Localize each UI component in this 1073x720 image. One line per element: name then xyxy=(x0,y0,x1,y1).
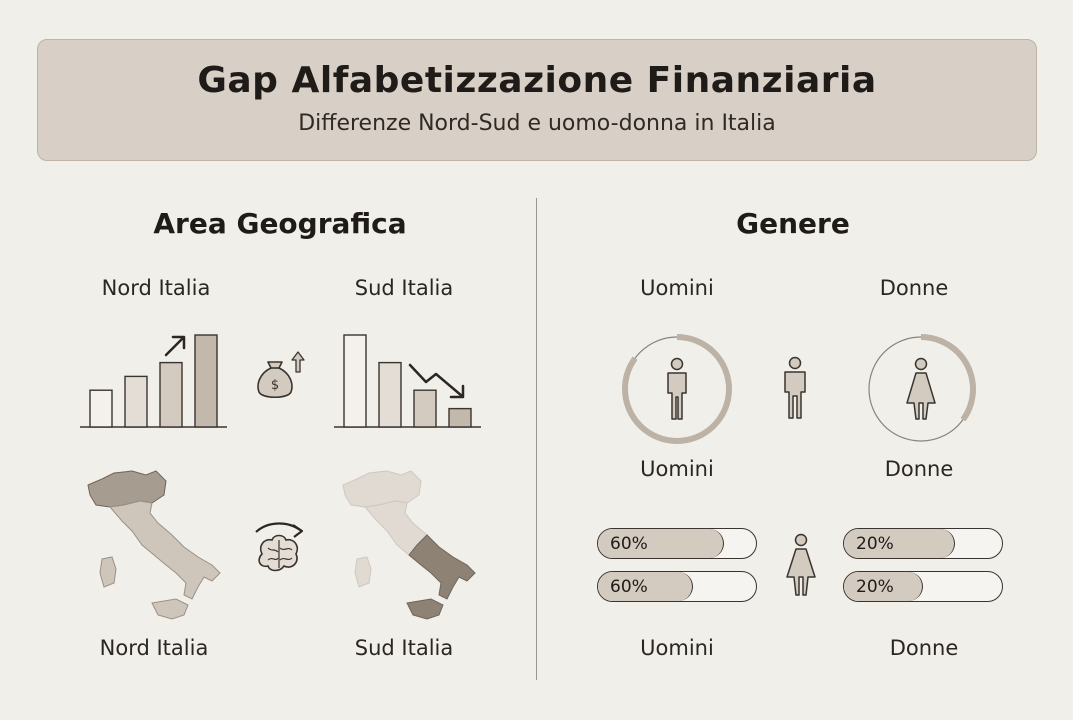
italy-map-south-highlight xyxy=(342,470,476,620)
section-divider xyxy=(536,198,537,680)
men-progress-fill-2 xyxy=(598,572,693,601)
header-banner: Gap Alfabetizzazione Finanziaria Differe… xyxy=(37,39,1037,161)
gender-section-title: Genere xyxy=(736,207,850,240)
trend-down-arrow-icon xyxy=(408,363,465,399)
italy-peninsula xyxy=(109,500,221,600)
women-progress-fill-1 xyxy=(844,529,955,558)
women-top-label: Donne xyxy=(879,276,949,300)
trend-up-arrow-icon xyxy=(164,335,186,357)
sardinia xyxy=(99,556,117,588)
men-ring-gauge xyxy=(622,334,732,444)
men-progress-label-2: 60% xyxy=(610,577,648,597)
woman-icon xyxy=(786,533,816,596)
north-bar-chart xyxy=(80,334,227,428)
south-top-label: Sud Italia xyxy=(354,276,454,300)
men-ring-label: Uomini xyxy=(640,457,714,481)
women-bottom-label: Donne xyxy=(889,636,959,660)
sicily xyxy=(151,598,189,620)
north-top-label: Nord Italia xyxy=(101,276,211,300)
men-progress-fill-1 xyxy=(598,529,725,558)
women-ring-label: Donne xyxy=(884,457,954,481)
southern-region xyxy=(408,534,476,600)
sardinia xyxy=(354,556,372,588)
south-bar-3 xyxy=(413,389,437,428)
man-icon xyxy=(667,357,687,420)
women-progress-label-2: 20% xyxy=(856,577,894,597)
north-bottom-label: Nord Italia xyxy=(99,636,209,660)
women-ring-gauge xyxy=(866,334,976,444)
men-progress-label-1: 60% xyxy=(610,534,648,554)
page-subtitle: Differenze Nord-Sud e uomo-donna in Ital… xyxy=(298,111,776,136)
men-progress-bar-1: 60% xyxy=(597,528,757,559)
south-bar-1 xyxy=(343,334,367,428)
brain-icon xyxy=(255,522,304,572)
money-bag-icon: $ xyxy=(257,351,305,399)
north-bar-1 xyxy=(89,389,113,428)
women-progress-bar-1: 20% xyxy=(843,528,1003,559)
man-icon xyxy=(784,356,806,419)
north-bar-3 xyxy=(159,361,183,428)
women-progress-label-1: 20% xyxy=(856,534,894,554)
page-title: Gap Alfabetizzazione Finanziaria xyxy=(197,60,877,101)
geo-section-title: Area Geografica xyxy=(153,207,407,240)
men-progress-bar-2: 60% xyxy=(597,571,757,602)
south-bottom-label: Sud Italia xyxy=(354,636,454,660)
women-progress-fill-2 xyxy=(844,572,923,601)
north-bar-2 xyxy=(124,375,148,428)
women-progress-bar-2: 20% xyxy=(843,571,1003,602)
south-bar-2 xyxy=(378,361,402,428)
sicily xyxy=(406,598,444,620)
woman-icon xyxy=(906,357,936,420)
northern-region xyxy=(87,470,167,508)
south-bar-4 xyxy=(448,407,472,428)
currency-symbol: $ xyxy=(271,378,279,393)
italy-map-north-highlight xyxy=(87,470,221,620)
south-bar-chart xyxy=(334,334,481,428)
men-top-label: Uomini xyxy=(640,276,714,300)
north-bar-4 xyxy=(194,334,218,428)
men-bottom-label: Uomini xyxy=(640,636,714,660)
